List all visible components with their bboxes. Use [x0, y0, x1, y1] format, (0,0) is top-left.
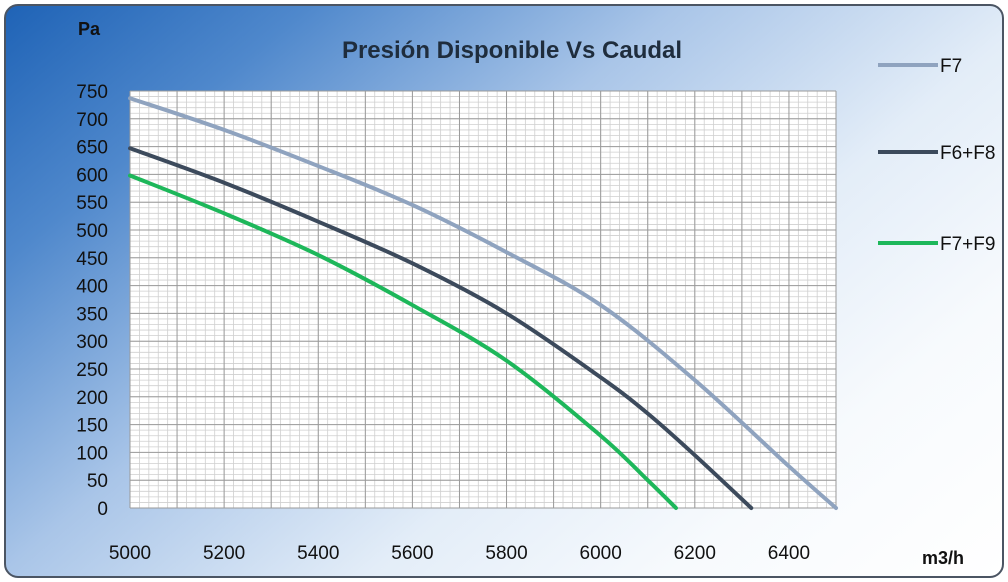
y-tick-label: 150 [76, 416, 108, 437]
x-tick-label: 6400 [768, 543, 810, 564]
legend-label-1: F7 [940, 56, 962, 77]
y-tick-label: 0 [97, 499, 108, 520]
series-line-1 [128, 96, 838, 510]
series-line-2 [128, 146, 754, 510]
major-gridlines [129, 90, 837, 509]
y-tick-label: 100 [76, 443, 108, 464]
y-axis-ticks: 0 50 100 150 200 250 300 350 400 450 500 550 600 650 7… [76, 82, 108, 520]
x-axis-label: m3/h [922, 548, 964, 568]
x-tick-label: 5800 [485, 543, 527, 564]
y-tick-label: 50 [87, 471, 108, 492]
y-tick-label: 250 [76, 360, 108, 381]
x-tick-label: 6000 [580, 543, 622, 564]
x-tick-label: 5400 [297, 543, 339, 564]
y-tick-label: 750 [76, 82, 108, 103]
x-tick-label: 6200 [674, 543, 716, 564]
y-tick-label: 300 [76, 332, 108, 353]
y-tick-label: 600 [76, 165, 108, 186]
y-tick-label: 500 [76, 221, 108, 242]
y-tick-label: 700 [76, 110, 108, 131]
chart-canvas: 5000 5200 5400 5600 5800 6000 6200 6400 0 50 100 1… [76, 19, 995, 568]
y-tick-label: 450 [76, 249, 108, 270]
chart-panel: 5000 5200 5400 5600 5800 6000 6200 6400 0 50 100 1… [4, 4, 1004, 578]
y-tick-label: 650 [76, 138, 108, 159]
chart-title: Presión Disponible Vs Caudal [342, 37, 682, 64]
x-axis-ticks: 5000 5200 5400 5600 5800 6000 6200 6400 [109, 543, 810, 564]
y-tick-label: 350 [76, 304, 108, 325]
x-tick-label: 5000 [109, 543, 151, 564]
legend-label-2: F6+F8 [940, 143, 995, 164]
series-line-3 [128, 173, 678, 510]
series-lines [128, 96, 838, 510]
x-tick-label: 5200 [203, 543, 245, 564]
y-axis-label: Pa [78, 19, 101, 39]
y-tick-label: 550 [76, 193, 108, 214]
y-tick-label: 200 [76, 388, 108, 409]
x-tick-label: 5600 [391, 543, 433, 564]
legend: F7 F6+F8 F7+F9 [878, 56, 995, 255]
y-tick-label: 400 [76, 277, 108, 298]
legend-label-3: F7+F9 [940, 234, 995, 255]
